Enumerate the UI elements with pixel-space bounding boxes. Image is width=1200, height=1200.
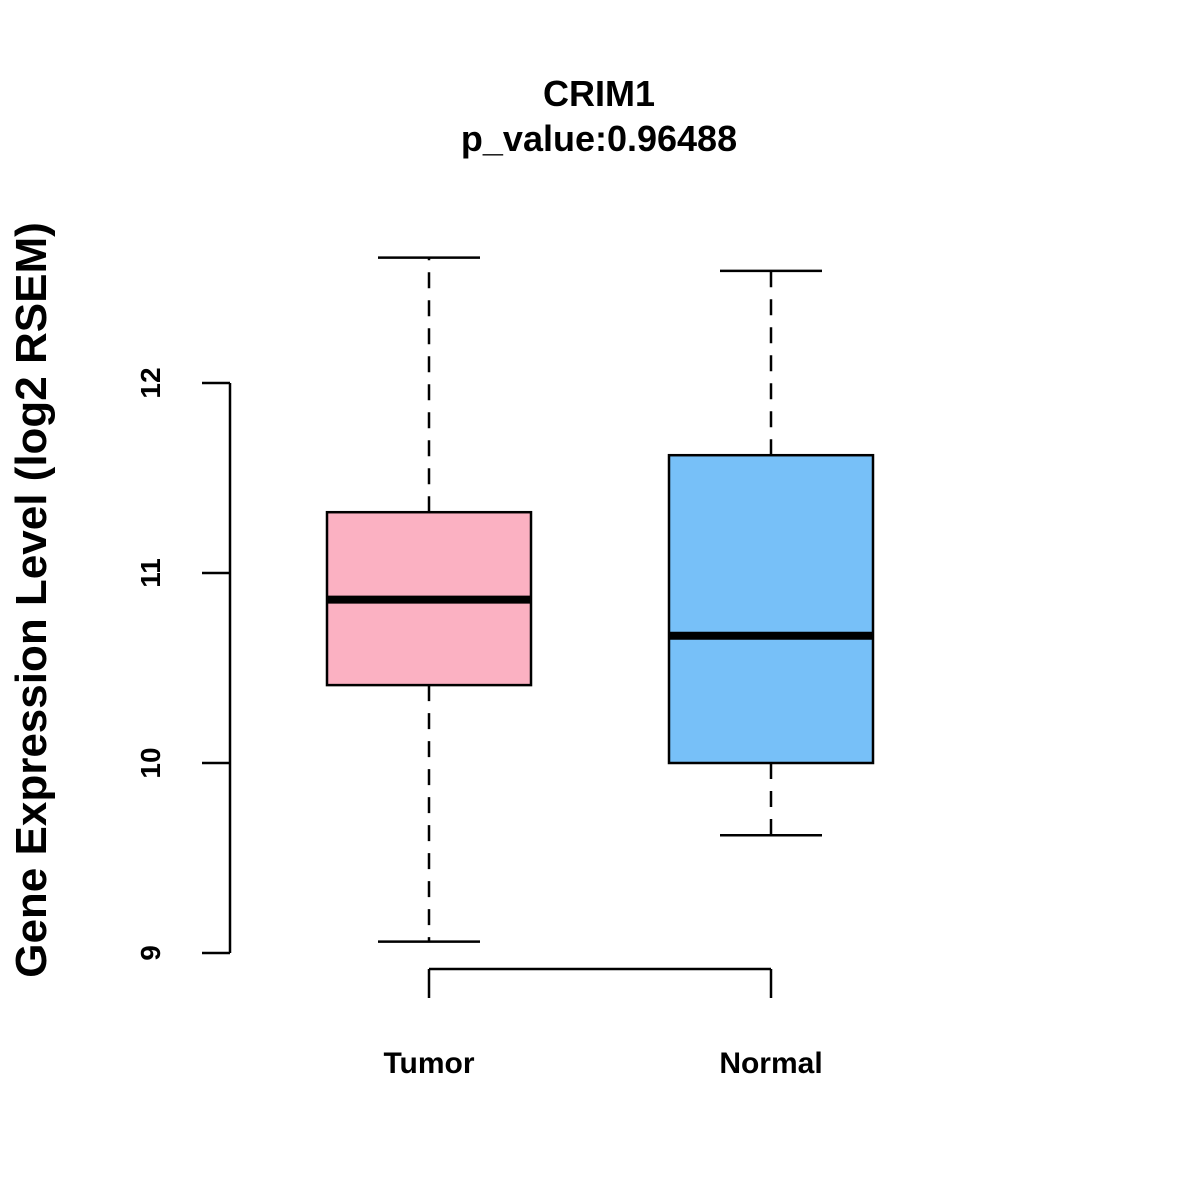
y-axis-label: Gene Expression Level (log2 RSEM) <box>7 222 56 978</box>
y-tick-label: 10 <box>135 747 166 778</box>
y-tick-label: 9 <box>135 945 166 961</box>
box-tumor <box>325 256 533 943</box>
x-tick-label-normal: Normal <box>719 1047 822 1080</box>
y-tick-label: 11 <box>135 558 166 588</box>
chart-subtitle: p_value:0.96488 <box>461 118 737 159</box>
box-group <box>325 256 875 943</box>
iqr-box <box>667 453 875 765</box>
x-axis: Tumor Normal <box>383 967 823 1080</box>
y-axis: 9 10 11 12 <box>135 367 232 961</box>
y-tick-label: 12 <box>135 367 166 398</box>
chart-title: CRIM1 <box>543 73 655 114</box>
x-tick-label-tumor: Tumor <box>383 1047 474 1080</box>
box-normal <box>667 269 875 837</box>
